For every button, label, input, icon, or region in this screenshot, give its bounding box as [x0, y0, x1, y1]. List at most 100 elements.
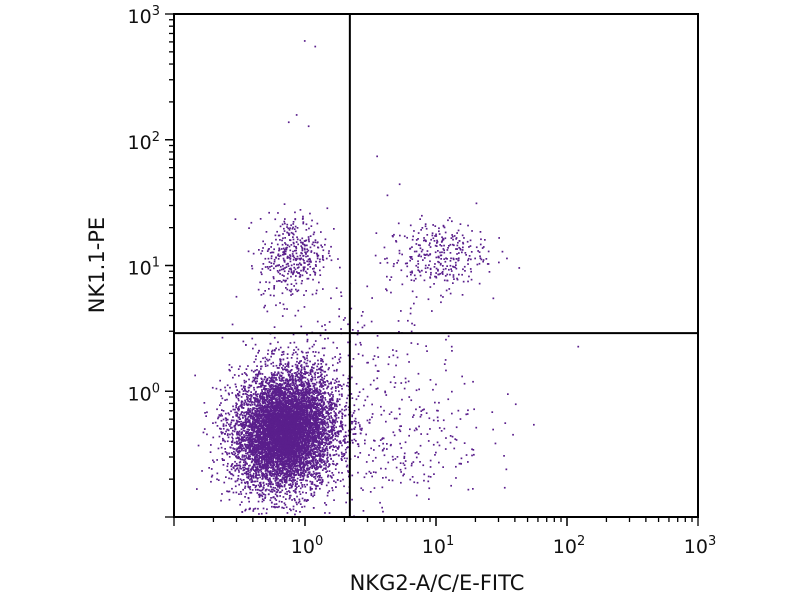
data-point	[285, 365, 288, 367]
data-point	[256, 386, 259, 389]
data-point	[234, 427, 237, 429]
data-point	[258, 513, 260, 515]
data-point	[237, 406, 240, 408]
data-point	[351, 414, 354, 416]
data-point	[364, 399, 367, 402]
data-point	[235, 396, 238, 399]
data-point	[299, 389, 302, 392]
data-point	[226, 465, 229, 468]
data-point	[293, 498, 296, 500]
data-point	[288, 456, 290, 459]
data-point	[271, 407, 274, 409]
data-point	[266, 395, 269, 398]
data-point	[319, 450, 322, 453]
data-point	[278, 485, 280, 488]
data-point	[232, 447, 235, 450]
data-point	[243, 466, 246, 469]
data-point	[244, 399, 246, 402]
data-point	[318, 435, 320, 438]
data-point	[316, 408, 318, 411]
data-point	[315, 484, 317, 487]
data-point	[305, 479, 307, 482]
data-point	[277, 388, 279, 391]
data-point	[314, 351, 317, 353]
data-point	[245, 492, 248, 495]
data-point	[309, 489, 312, 491]
data-point	[228, 413, 231, 416]
data-point	[310, 440, 312, 443]
data-point	[273, 326, 276, 328]
data-point	[305, 351, 308, 354]
data-point	[278, 393, 280, 396]
data-point	[326, 494, 329, 497]
data-point	[325, 445, 328, 448]
data-point	[354, 433, 356, 435]
data-point	[271, 401, 273, 403]
data-point	[343, 440, 346, 442]
data-point	[270, 488, 273, 491]
data-point	[222, 423, 225, 425]
data-point	[307, 365, 309, 368]
data-point	[264, 363, 267, 365]
data-point	[285, 471, 288, 473]
data-point	[313, 363, 316, 366]
data-point	[330, 417, 333, 419]
data-point	[321, 379, 323, 381]
data-point	[315, 473, 318, 476]
data-point	[331, 432, 334, 434]
data-point	[219, 415, 222, 417]
data-point	[319, 463, 321, 466]
data-point	[246, 468, 248, 470]
data-point	[292, 467, 295, 469]
data-point	[306, 469, 309, 471]
data-point	[294, 314, 297, 317]
data-point	[322, 434, 324, 437]
data-point	[272, 385, 275, 388]
data-point	[271, 396, 273, 398]
data-point	[280, 354, 283, 356]
data-point	[328, 382, 330, 385]
data-point	[300, 482, 303, 484]
data-point	[333, 414, 336, 417]
data-point	[238, 416, 241, 418]
data-point	[357, 445, 360, 448]
data-point	[252, 474, 255, 477]
data-point	[284, 363, 287, 365]
data-point	[313, 422, 315, 425]
data-point	[334, 433, 337, 435]
data-point	[322, 381, 325, 383]
data-point	[316, 396, 319, 399]
data-point	[261, 461, 263, 463]
data-point	[310, 368, 312, 371]
data-point	[314, 402, 316, 405]
data-point	[241, 373, 244, 375]
data-point	[305, 387, 307, 390]
data-point	[257, 399, 260, 402]
data-point	[334, 422, 336, 424]
data-point	[274, 497, 276, 500]
data-point	[249, 471, 251, 474]
data-point	[308, 404, 311, 406]
data-point	[245, 455, 247, 457]
data-point	[306, 460, 309, 462]
data-point	[313, 407, 315, 409]
data-point	[294, 479, 297, 481]
data-point	[299, 460, 301, 463]
data-point	[332, 434, 335, 437]
data-point	[312, 367, 315, 369]
data-point	[267, 349, 270, 352]
data-point	[321, 365, 323, 368]
data-point	[329, 421, 332, 423]
data-point	[312, 457, 315, 460]
data-point	[261, 400, 264, 403]
data-point	[244, 414, 247, 417]
data-point	[251, 428, 253, 431]
data-point	[236, 451, 239, 453]
data-point	[335, 381, 338, 383]
data-point	[328, 490, 331, 492]
data-point	[234, 469, 237, 471]
data-point	[246, 374, 248, 377]
data-point	[272, 483, 274, 486]
data-point	[297, 445, 299, 448]
data-point	[332, 454, 335, 457]
